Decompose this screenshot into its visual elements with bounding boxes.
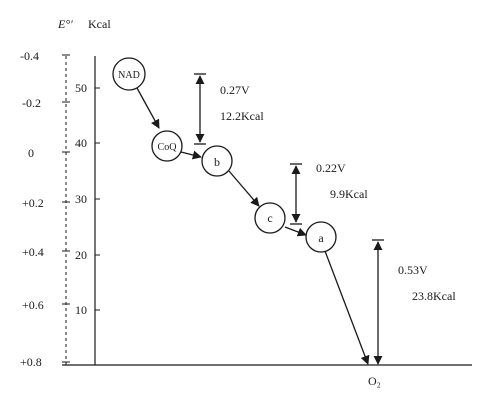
e-tick-label: +0.4	[22, 245, 44, 259]
energy-step-3	[372, 239, 384, 365]
node-b-circle	[201, 145, 233, 177]
flow-arrow-b-c	[228, 170, 260, 207]
node-a: a	[305, 221, 337, 253]
node-a-label: a	[318, 231, 324, 245]
flow-arrow-nad-coq	[136, 87, 160, 129]
step-1-voltage: 0.27V	[220, 83, 250, 97]
flow-arrow-c-a	[284, 226, 307, 237]
e-tick-label: -0.2	[22, 96, 41, 110]
electron-flow	[136, 87, 370, 365]
e-tick-label: +0.8	[20, 355, 42, 369]
flow-arrow-coq-b	[180, 150, 202, 160]
energy-step-2	[290, 163, 302, 225]
node-b-label: b	[214, 155, 220, 169]
kcal-tick-label: 20	[75, 248, 87, 262]
node-c-circle	[254, 202, 286, 234]
e-tick-label: +0.2	[22, 196, 44, 210]
node-nad: NAD	[112, 57, 146, 91]
node-b: b	[201, 145, 233, 177]
kcal-tick-label: 10	[75, 303, 87, 317]
e-tick-label: +0.6	[22, 298, 44, 312]
e-tick-label: 0	[28, 146, 34, 160]
node-c: c	[254, 202, 286, 234]
e-ticks: -0.4 -0.2 0 +0.2 +0.4 +0.6 +0.8	[20, 49, 70, 369]
node-c-label: c	[267, 211, 272, 225]
kcal-tick-label: 30	[75, 192, 87, 206]
energy-step-1	[194, 73, 206, 145]
step-3-energy: 23.8Kcal	[412, 289, 456, 303]
flow-arrow-a-o2	[324, 250, 370, 365]
kcal-tick-label: 40	[75, 136, 87, 150]
kcal-ticks: 50 40 30 20 10	[75, 81, 100, 317]
step-2-energy: 9.9Kcal	[330, 187, 368, 201]
step-1-energy: 12.2Kcal	[220, 109, 264, 123]
node-o2-label: O₂	[368, 374, 381, 388]
node-nad-circle	[112, 57, 146, 91]
node-coq-label: CoQ	[158, 142, 178, 153]
kcal-axis-title: Kcal	[88, 17, 111, 31]
node-coq: CoQ	[151, 130, 183, 162]
step-2-voltage: 0.22V	[316, 161, 346, 175]
kcal-tick-label: 50	[75, 81, 87, 95]
step-3-voltage: 0.53V	[398, 263, 428, 277]
node-nad-label: NAD	[118, 70, 140, 81]
node-coq-circle	[151, 130, 183, 162]
node-a-circle	[305, 221, 337, 253]
e-tick-label: -0.4	[20, 49, 39, 63]
e-axis-title: E°′	[57, 17, 73, 31]
